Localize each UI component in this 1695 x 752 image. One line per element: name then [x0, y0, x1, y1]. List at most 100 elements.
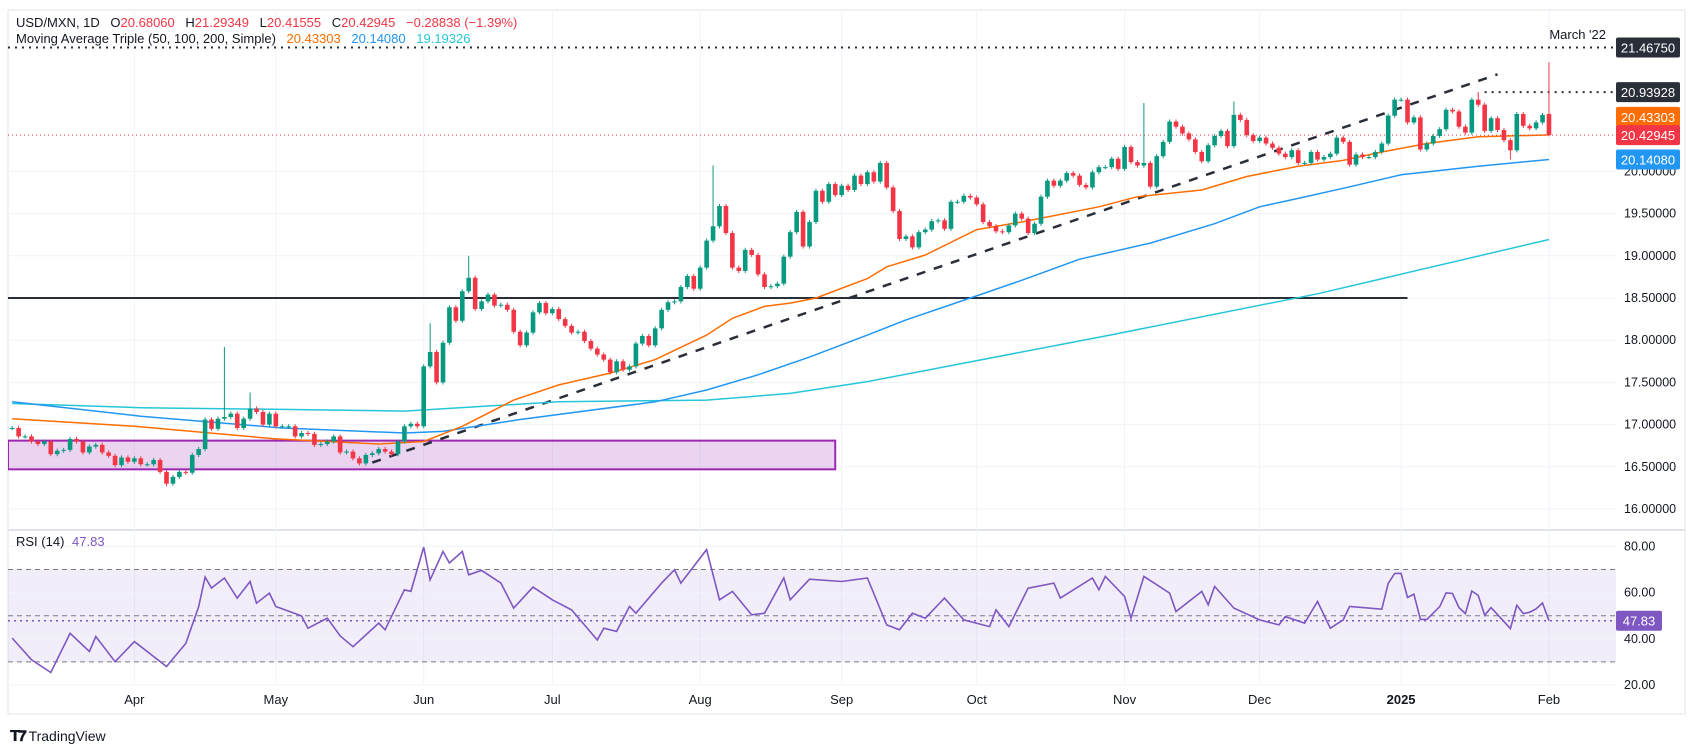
- candle-body: [1057, 180, 1063, 186]
- candle: [1366, 154, 1372, 160]
- candle: [1482, 102, 1487, 133]
- candle-body: [582, 331, 587, 342]
- candle-body: [659, 309, 664, 329]
- candle-body: [466, 277, 472, 292]
- candle-body: [826, 184, 832, 202]
- candle-body: [627, 366, 632, 370]
- candle-body: [1424, 143, 1430, 150]
- candle-body: [144, 464, 150, 466]
- candle-body: [903, 236, 909, 239]
- candle: [389, 449, 394, 457]
- candle: [697, 265, 703, 291]
- candle-body: [93, 444, 99, 447]
- x-axis-label: Dec: [1248, 692, 1272, 707]
- candle-body: [344, 451, 349, 453]
- candle-body: [485, 294, 491, 302]
- candle: [1070, 170, 1076, 178]
- candle-body: [1173, 121, 1179, 127]
- candle-body: [324, 441, 330, 445]
- candle: [1315, 149, 1320, 162]
- candle-body: [511, 309, 517, 332]
- candle: [710, 165, 716, 243]
- candle: [1180, 124, 1185, 136]
- candle-body: [1025, 218, 1031, 234]
- candle: [852, 173, 857, 193]
- candle: [1488, 116, 1494, 133]
- candle-body: [1238, 114, 1243, 120]
- candle: [498, 302, 504, 308]
- rsi-legend[interactable]: RSI (14) 47.83: [16, 534, 105, 549]
- candle-body: [1411, 117, 1417, 123]
- candle: [1083, 182, 1089, 190]
- candle: [543, 300, 549, 316]
- tradingview-logo[interactable]: ꓔ𝟕 TradingView: [10, 727, 106, 745]
- candle-body: [1469, 99, 1475, 133]
- candle-body: [961, 195, 967, 202]
- high-label: H: [185, 15, 195, 30]
- candle: [286, 424, 291, 429]
- candle: [1418, 115, 1423, 152]
- candle: [1456, 109, 1462, 129]
- candle: [672, 299, 677, 305]
- open-value: 20.68060: [120, 15, 175, 30]
- ma100-price-tag-text: 20.14080: [1621, 153, 1675, 168]
- candle-body: [460, 291, 465, 321]
- candle: [93, 442, 99, 449]
- range-box: [8, 439, 837, 471]
- candle: [99, 442, 105, 455]
- candle: [9, 425, 15, 431]
- candle-body: [1450, 109, 1455, 112]
- candle-body: [505, 304, 510, 310]
- candle: [1154, 154, 1160, 189]
- x-axis-label: Oct: [967, 692, 988, 707]
- candle: [1360, 152, 1365, 160]
- candle-body: [871, 172, 877, 182]
- candle: [1308, 149, 1314, 166]
- candle-body: [183, 471, 189, 473]
- candle-body: [1103, 167, 1108, 169]
- candle-body: [363, 454, 369, 464]
- candle-body: [1051, 180, 1057, 186]
- price-axis-label: 18.50000: [1624, 291, 1676, 305]
- candle: [955, 199, 960, 204]
- candle: [414, 421, 420, 429]
- candle: [659, 307, 664, 331]
- candle-body: [922, 229, 928, 233]
- low-label: L: [259, 15, 267, 30]
- indicator-name: Moving Average Triple (50, 100, 200, Sim…: [16, 31, 276, 46]
- candle-body: [119, 457, 124, 466]
- candle-body: [614, 361, 619, 373]
- candle: [517, 329, 523, 348]
- indicator-legend[interactable]: Moving Average Triple (50, 100, 200, Sim…: [16, 31, 471, 46]
- candle-body: [312, 433, 317, 445]
- candle: [1025, 216, 1031, 236]
- candle: [1193, 137, 1198, 155]
- candle: [607, 357, 613, 375]
- candle: [247, 392, 253, 421]
- candle: [755, 252, 761, 277]
- candle: [1508, 138, 1513, 160]
- candle-body: [717, 206, 722, 227]
- candle: [1283, 151, 1288, 160]
- chart-frame: [7, 9, 1686, 715]
- candle-body: [890, 187, 896, 212]
- candle-body: [935, 220, 941, 222]
- candle: [730, 230, 735, 270]
- candle: [1501, 127, 1507, 143]
- candle: [935, 218, 941, 224]
- candle-body: [1199, 151, 1205, 162]
- candle-body: [839, 185, 844, 196]
- candle: [1148, 160, 1153, 189]
- candle-body: [910, 236, 915, 248]
- candle: [22, 434, 28, 439]
- candle-body: [1328, 153, 1333, 158]
- candle-body: [112, 455, 118, 466]
- close-price-tag-bg: [1616, 125, 1680, 146]
- candle-body: [755, 254, 761, 275]
- candle: [408, 421, 414, 429]
- ma50-line: [12, 134, 1550, 445]
- candle: [254, 406, 259, 415]
- candle-body: [1115, 158, 1121, 169]
- candle-body: [1366, 157, 1372, 159]
